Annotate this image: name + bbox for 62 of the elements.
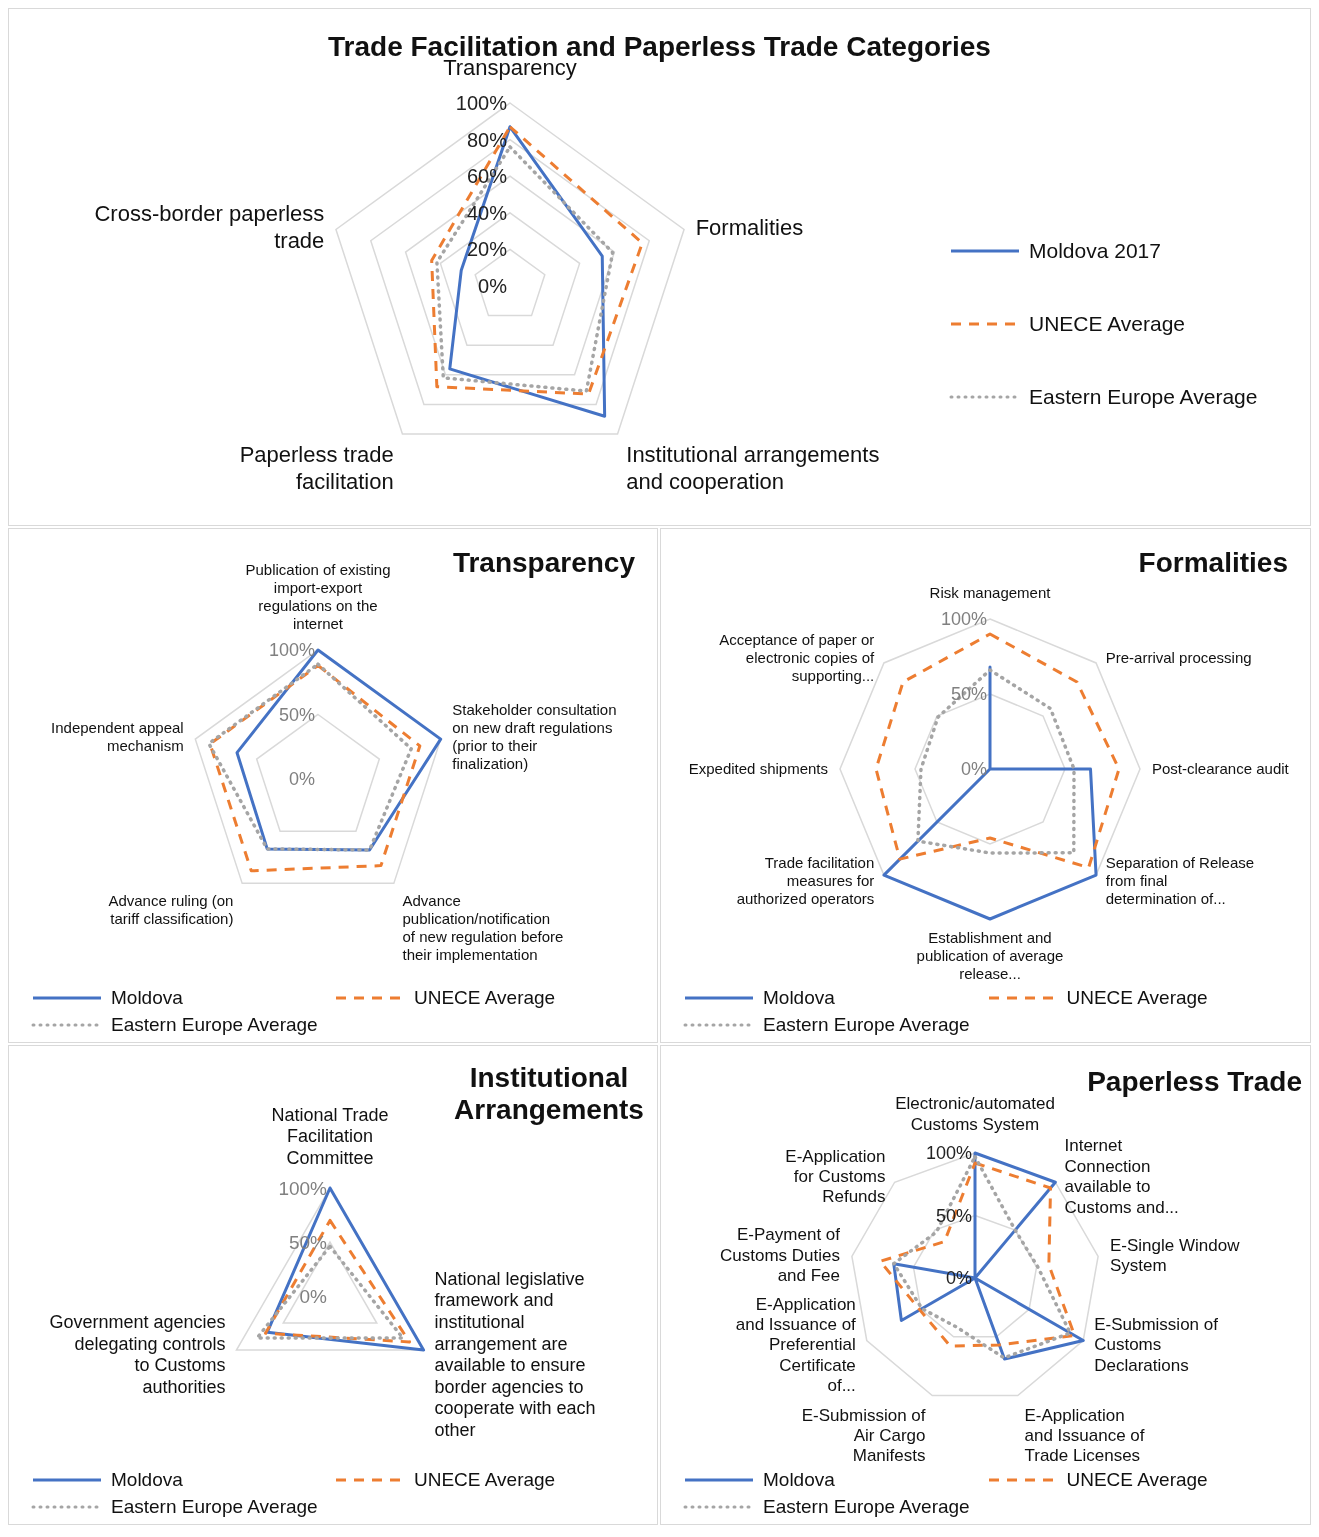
spoke-label: Risk management: [929, 583, 1052, 601]
spoke-label: Separation of Release from final determination of...: [1105, 853, 1255, 907]
spoke-label: Pre-arrival processing: [1105, 648, 1252, 666]
spoke-label: Establishment and publication of average release...: [916, 929, 1064, 982]
legend-label: UNECE Average: [414, 1468, 556, 1491]
legend-label: Moldova: [763, 986, 835, 1009]
spoke-label: Acceptance of paper or electronic copies of supporting...: [719, 630, 876, 684]
legend-label: Moldova 2017: [1029, 238, 1161, 263]
spoke-label: Advance publication/notification of new regulation before their implementation: [402, 891, 564, 963]
legend-label: Eastern Europe Average: [1029, 384, 1258, 409]
spoke-label: Transparency: [443, 55, 577, 81]
chart-title: Transparency: [452, 547, 635, 579]
chart-title: Formalities: [1138, 547, 1288, 579]
spoke-label: E-Application and Issuance of Trade Licenses: [1024, 1405, 1145, 1466]
legend-label: UNECE Average: [1066, 986, 1208, 1009]
spoke-label: E-Submission of Air Cargo Manifests: [801, 1405, 926, 1466]
y-tick-label: 50%: [935, 1205, 972, 1226]
spoke-label: Publication of existing import-export regulations on the internet: [245, 560, 391, 632]
y-tick-label: 0%: [288, 769, 315, 790]
spoke-label: E-Application and Issuance of Preferential Certificate of...: [735, 1294, 857, 1396]
legend-label: Eastern Europe Average: [763, 1495, 970, 1518]
spoke-label: Formalities: [695, 214, 804, 240]
spoke-label: Government agencies delegating controls to Customs authorities: [49, 1311, 226, 1397]
spoke-label: Advance ruling (on tariff classification): [108, 891, 234, 927]
spoke-label: National Trade Facilitation Committee: [271, 1104, 389, 1168]
spoke-label: Electronic/automated Customs System: [895, 1094, 1055, 1134]
legend-label: UNECE Average: [1066, 1468, 1208, 1491]
spoke-label: Cross-border paperless trade: [94, 201, 325, 253]
y-tick-label: 100%: [278, 1177, 328, 1199]
y-tick-label: 20%: [466, 238, 508, 261]
y-tick-label: 100%: [268, 640, 315, 661]
spoke-label: National legislative framework and institutional arrangement are available to ensure border agencies to cooperate with each other: [434, 1268, 596, 1440]
y-tick-label: 100%: [455, 92, 508, 114]
chart-title: Institutional Arrangements: [453, 1062, 645, 1126]
legend-label: Eastern Europe Average: [763, 1013, 970, 1036]
spoke-label: Trade facilitation measures for authorized operators: [736, 853, 875, 907]
spoke-label: Internet Connection available to Customs and...: [1064, 1136, 1179, 1217]
spoke-label: Expedited shipments: [688, 760, 828, 778]
y-tick-label: 0%: [299, 1285, 328, 1307]
y-tick-label: 100%: [925, 1143, 972, 1164]
spoke-label: E-Payment of Customs Duties and Fee: [720, 1225, 841, 1286]
spoke-label: Paperless trade facilitation: [239, 442, 394, 494]
y-tick-label: 50%: [278, 704, 315, 725]
legend-label: UNECE Average: [414, 986, 556, 1009]
legend-label: Moldova: [111, 1468, 183, 1491]
spoke-label: Stakeholder consultation on new draft regulations (prior to their finalization): [452, 700, 617, 772]
spoke-label: E-Application for Customs Refunds: [785, 1146, 886, 1207]
spoke-label: Independent appeal mechanism: [51, 718, 184, 754]
spoke-label: E-Single Window System: [1109, 1235, 1241, 1276]
spoke-label: Post-clearance audit: [1152, 760, 1290, 778]
spoke-label: Institutional arrangements and cooperation: [626, 442, 880, 494]
legend-label: Moldova: [763, 1468, 835, 1491]
legend-label: Eastern Europe Average: [111, 1495, 318, 1518]
y-tick-label: 50%: [950, 684, 987, 705]
y-tick-label: 100%: [940, 609, 987, 630]
chart-title: Paperless Trade: [1087, 1066, 1302, 1098]
spoke-label: E-Submission of Customs Declarations: [1094, 1315, 1219, 1375]
legend-label: Moldova: [111, 986, 183, 1009]
legend-label: Eastern Europe Average: [111, 1013, 318, 1036]
y-tick-label: 0%: [960, 759, 987, 780]
legend-label: UNECE Average: [1029, 311, 1186, 336]
y-tick-label: 0%: [478, 275, 508, 297]
